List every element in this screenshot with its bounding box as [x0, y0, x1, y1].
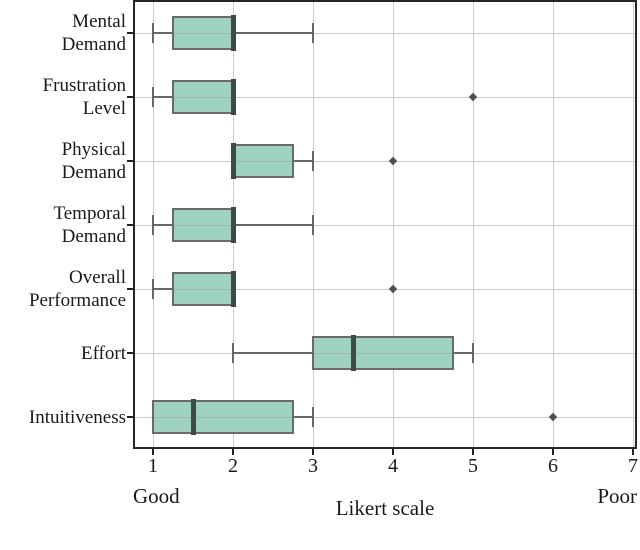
box — [232, 144, 294, 178]
median-line — [351, 335, 356, 371]
y-tickmark — [127, 32, 133, 34]
median-line — [191, 399, 196, 435]
v-gridline — [552, 2, 554, 447]
y-tickmark — [127, 224, 133, 226]
y-category-label: Frustration Level — [42, 75, 126, 119]
x-tick-label: 4 — [388, 455, 398, 477]
x-axis-right-caption: Poor — [597, 484, 637, 508]
box — [172, 272, 234, 306]
x-axis-left-caption: Good — [133, 484, 180, 508]
h-gridline — [135, 289, 635, 290]
plot-area — [133, 0, 637, 449]
x-tickmark — [472, 449, 474, 455]
outlier-marker — [388, 284, 398, 294]
whisker-cap-high — [312, 23, 314, 43]
box-center-gridline — [154, 417, 292, 418]
x-tickmark — [232, 449, 234, 455]
x-tickmark — [632, 449, 634, 455]
median-line — [231, 207, 236, 243]
median-line — [231, 271, 236, 307]
x-tick-label: 6 — [548, 455, 558, 477]
whisker-cap-low — [152, 215, 154, 235]
outlier-marker — [548, 412, 558, 422]
y-category-label: Physical Demand — [61, 139, 126, 183]
whisker-cap-low — [152, 87, 154, 107]
box — [312, 336, 454, 370]
y-axis-labels: Mental Demand Frustration Level Physical D… — [0, 2, 126, 447]
whisker-cap-high — [312, 151, 314, 171]
y-tickmark — [127, 416, 133, 418]
h-gridline — [135, 417, 635, 418]
box-center-gridline — [234, 161, 292, 162]
box — [172, 80, 234, 114]
y-tickmark — [127, 160, 133, 162]
h-gridline — [135, 97, 635, 98]
box — [152, 400, 294, 434]
y-tickmark — [127, 288, 133, 290]
box-center-gridline — [174, 33, 232, 34]
whisker-cap-high — [312, 215, 314, 235]
box-center-gridline — [314, 353, 452, 354]
whisker-cap-high — [472, 343, 474, 363]
box-center-gridline — [174, 225, 232, 226]
x-tickmark — [392, 449, 394, 455]
y-category-label: Mental Demand — [61, 11, 126, 55]
whisker-cap-high — [312, 407, 314, 427]
outlier-marker — [388, 156, 398, 166]
h-gridline — [135, 33, 635, 34]
x-tick-label: 2 — [228, 455, 238, 477]
box-center-gridline — [174, 289, 232, 290]
box — [172, 208, 234, 242]
x-tickmark — [152, 449, 154, 455]
y-tickmark — [127, 96, 133, 98]
v-gridline — [632, 2, 634, 447]
y-category-label: Overall Performance — [28, 267, 126, 311]
x-tick-label: 1 — [148, 455, 158, 477]
outlier-marker — [468, 92, 478, 102]
median-line — [231, 15, 236, 51]
x-tickmark — [312, 449, 314, 455]
x-tickmark — [552, 449, 554, 455]
y-tickmark — [127, 352, 133, 354]
x-axis-title: Likert scale — [335, 496, 435, 520]
y-category-label: Temporal Demand — [53, 203, 126, 247]
x-tick-label: 7 — [628, 455, 638, 477]
whisker-cap-low — [232, 343, 234, 363]
y-category-label: Intuitiveness — [28, 406, 126, 428]
median-line — [231, 143, 236, 179]
whisker-cap-low — [152, 23, 154, 43]
box — [172, 16, 234, 50]
x-tick-label: 5 — [468, 455, 478, 477]
h-gridline — [135, 225, 635, 226]
median-line — [231, 79, 236, 115]
x-tick-label: 3 — [308, 455, 318, 477]
v-gridline — [472, 2, 474, 447]
h-gridline — [135, 161, 635, 162]
box-center-gridline — [174, 97, 232, 98]
v-gridline — [392, 2, 394, 447]
whisker-cap-low — [152, 279, 154, 299]
y-category-label: Effort — [80, 342, 126, 364]
